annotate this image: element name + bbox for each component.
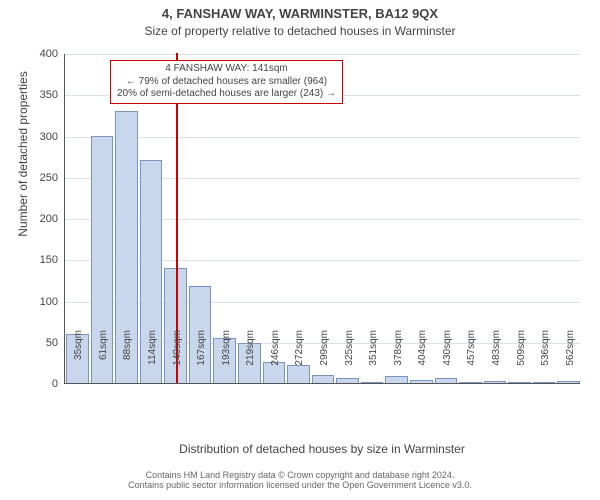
grid-line — [65, 137, 580, 138]
annotation-callout: 4 FANSHAW WAY: 141sqm← 79% of detached h… — [110, 60, 343, 104]
x-tick-label: 378sqm — [393, 330, 404, 390]
x-tick-label: 299sqm — [319, 330, 330, 390]
y-tick-label: 150 — [18, 254, 58, 266]
x-tick-label: 562sqm — [565, 330, 576, 390]
y-tick-label: 0 — [18, 378, 58, 390]
annotation-line-text: 20% of semi-detached houses are larger (… — [117, 88, 336, 101]
x-tick-label: 219sqm — [245, 330, 256, 390]
y-tick-label: 250 — [18, 172, 58, 184]
chart-title-sub: Size of property relative to detached ho… — [0, 24, 600, 38]
y-tick-label: 400 — [18, 48, 58, 60]
x-tick-label: 114sqm — [147, 330, 158, 390]
chart-title-main: 4, FANSHAW WAY, WARMINSTER, BA12 9QX — [0, 6, 600, 21]
y-tick-label: 350 — [18, 89, 58, 101]
histogram-chart: 4, FANSHAW WAY, WARMINSTER, BA12 9QX Siz… — [0, 0, 600, 500]
x-tick-label: 404sqm — [417, 330, 428, 390]
y-tick-label: 200 — [18, 213, 58, 225]
x-tick-label: 536sqm — [540, 330, 551, 390]
footer-line-2: Contains public sector information licen… — [0, 480, 600, 490]
y-tick-label: 300 — [18, 131, 58, 143]
x-tick-label: 193sqm — [221, 330, 232, 390]
grid-line — [65, 54, 580, 55]
x-tick-label: 246sqm — [270, 330, 281, 390]
x-tick-label: 88sqm — [122, 330, 133, 390]
x-tick-label: 167sqm — [196, 330, 207, 390]
x-tick-label: 509sqm — [516, 330, 527, 390]
y-tick-label: 100 — [18, 296, 58, 308]
x-tick-label: 35sqm — [73, 330, 84, 390]
annotation-line-text: 4 FANSHAW WAY: 141sqm — [117, 63, 336, 76]
x-axis-label: Distribution of detached houses by size … — [64, 442, 580, 456]
x-tick-label: 325sqm — [344, 330, 355, 390]
x-tick-label: 272sqm — [294, 330, 305, 390]
x-tick-label: 457sqm — [466, 330, 477, 390]
y-tick-label: 50 — [18, 337, 58, 349]
x-tick-label: 140sqm — [172, 330, 183, 390]
x-tick-label: 483sqm — [491, 330, 502, 390]
annotation-line-text: ← 79% of detached houses are smaller (96… — [117, 76, 336, 89]
x-tick-label: 351sqm — [368, 330, 379, 390]
x-tick-label: 430sqm — [442, 330, 453, 390]
x-tick-label: 61sqm — [98, 330, 109, 390]
footer-attribution: Contains HM Land Registry data © Crown c… — [0, 470, 600, 490]
footer-line-1: Contains HM Land Registry data © Crown c… — [0, 470, 600, 480]
